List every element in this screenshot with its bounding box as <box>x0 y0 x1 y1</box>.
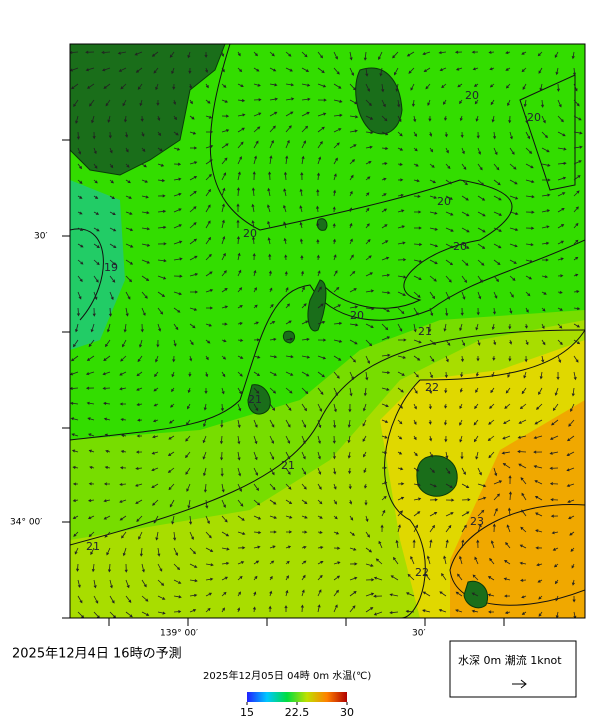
contour-label: 20 <box>453 240 467 253</box>
contour-label: 20 <box>243 227 257 240</box>
current-arrows <box>70 50 583 618</box>
contour-label: 23 <box>470 515 484 528</box>
legend-text: 水深 0m 潮流 1knot <box>458 653 562 667</box>
contour-label: 21 <box>281 459 295 472</box>
legend-box <box>449 640 577 698</box>
land <box>70 44 488 609</box>
contour-label: 19 <box>104 261 118 274</box>
lon-label: 30′ <box>412 629 426 639</box>
forecast-title: 2025年12月4日 16時の予測 <box>12 647 182 662</box>
colorbar-tick-label: 15 <box>240 706 254 719</box>
contour-label: 21 <box>248 393 262 406</box>
contour-label: 22 <box>415 566 429 579</box>
map-frame <box>69 43 586 619</box>
legend-arrow <box>512 679 527 689</box>
colorbar <box>247 692 347 702</box>
cool-water <box>70 180 125 350</box>
colorbar-tick-label: 30 <box>340 706 354 719</box>
contour-label: 20 <box>437 195 451 208</box>
lon-label: 139° 00′ <box>160 629 198 639</box>
contour-label: 21 <box>86 540 100 553</box>
colorbar-ticks: 15 22.5 30 <box>240 702 354 719</box>
lat-label: 34° 00′ <box>10 518 42 528</box>
forecast-subtitle: 2025年12月05日 04時 0m 水温(℃) <box>203 669 371 682</box>
contour-label: 21 <box>418 325 432 338</box>
hot-core <box>450 400 585 618</box>
contour-label: 20 <box>465 89 479 102</box>
map-area: 20 20 20 20 20 20 19 21 21 21 22 23 21 22 <box>70 44 585 618</box>
contour-labels: 20 20 20 20 20 20 19 21 21 21 22 23 21 22 <box>86 89 541 579</box>
colorbar-tick-label: 22.5 <box>285 706 310 719</box>
contour-label: 22 <box>425 381 439 394</box>
contour-label: 20 <box>350 309 364 322</box>
graticule-ticks <box>62 139 505 626</box>
contour-label: 20 <box>527 111 541 124</box>
lat-label: 30′ <box>34 232 48 242</box>
